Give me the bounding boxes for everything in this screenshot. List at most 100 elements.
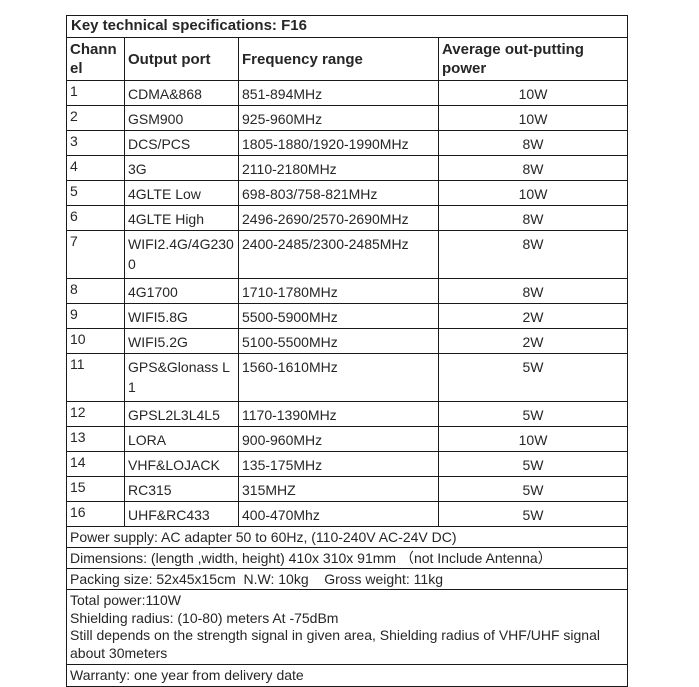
packing-size-row: Packing size: 52x45x15cm N.W: 10kg Gross…	[65, 568, 629, 590]
column-header-average-power: Average out-putting power	[437, 37, 629, 81]
column-header-frequency-range: Frequency range	[238, 37, 439, 81]
table-row: 3 DCS/PCS 1805-1880/1920-1990MHz 8W	[66, 130, 629, 156]
power-cell: 8W	[437, 205, 629, 231]
channel-cell: 16	[66, 501, 125, 527]
channel-cell: 13	[66, 426, 125, 452]
output-port-cell: UHF&RC433	[124, 501, 239, 527]
table-row: 14 VHF&LOJACK 135-175MHz 5W	[66, 451, 629, 477]
output-port-cell: GPSL2L3L4L5	[124, 401, 239, 427]
output-port-cell: LORA	[124, 426, 239, 452]
table-row: 6 4GLTE High 2496-2690/2570-2690MHz 8W	[66, 205, 629, 231]
channel-cell: 11	[66, 353, 125, 402]
frequency-cell: 1170-1390MHz	[238, 401, 439, 427]
column-header-output-port: Output port	[124, 37, 239, 81]
power-cell: 10W	[437, 80, 629, 106]
power-supply-text: Power supply: AC adapter 50 to 60Hz, (11…	[65, 526, 629, 548]
output-port-cell: CDMA&868	[124, 80, 239, 106]
warranty-row: Warranty: one year from delivery date	[65, 664, 629, 687]
table-row: 16 UHF&RC433 400-470Mhz 5W	[66, 501, 629, 527]
output-port-cell: GSM900	[124, 105, 239, 131]
packing-size-text: Packing size: 52x45x15cm N.W: 10kg Gross…	[65, 568, 629, 590]
power-cell: 5W	[437, 501, 629, 527]
power-supply-row: Power supply: AC adapter 50 to 60Hz, (11…	[65, 526, 629, 548]
channel-cell: 2	[66, 105, 125, 131]
dimensions-row: Dimensions: (length ,width, height) 410x…	[65, 547, 629, 569]
power-cell: 2W	[437, 303, 629, 329]
frequency-cell: 851-894MHz	[238, 80, 439, 106]
output-port-cell: VHF&LOJACK	[124, 451, 239, 477]
frequency-cell: 5100-5500MHz	[238, 328, 439, 354]
output-port-cell: WIFI2.4G/4G2300	[124, 230, 239, 279]
table-row: 11 GPS&Glonass L1 1560-1610MHz 5W	[66, 353, 629, 402]
frequency-cell: 2496-2690/2570-2690MHz	[238, 205, 439, 231]
table-row: 12 GPSL2L3L4L5 1170-1390MHz 5W	[66, 401, 629, 427]
frequency-cell: 2110-2180MHz	[238, 155, 439, 181]
table-row: 15 RC315 315MHZ 5W	[66, 476, 629, 502]
channel-cell: 7	[66, 230, 125, 279]
frequency-cell: 2400-2485/2300-2485MHz	[238, 230, 439, 279]
frequency-cell: 1710-1780MHz	[238, 278, 439, 304]
output-port-cell: DCS/PCS	[124, 130, 239, 156]
page-title: Key technical specifications: F16	[65, 15, 629, 38]
column-header-row: Channel Output port Frequency range Aver…	[66, 37, 629, 81]
channel-cell: 1	[66, 80, 125, 106]
table-row: 4 3G 2110-2180MHz 8W	[66, 155, 629, 181]
frequency-cell: 900-960MHz	[238, 426, 439, 452]
table-row: 9 WIFI5.8G 5500-5900MHz 2W	[66, 303, 629, 329]
channel-cell: 5	[66, 180, 125, 206]
output-port-cell: 4GLTE Low	[124, 180, 239, 206]
frequency-cell: 925-960MHz	[238, 105, 439, 131]
power-cell: 10W	[437, 105, 629, 131]
channel-cell: 12	[66, 401, 125, 427]
power-cell: 2W	[437, 328, 629, 354]
power-cell: 8W	[437, 230, 629, 279]
power-cell: 5W	[437, 476, 629, 502]
channel-cell: 14	[66, 451, 125, 477]
details-text: Total power:110W Shielding radius: (10-80…	[65, 589, 629, 665]
table-row: 13 LORA 900-960MHz 10W	[66, 426, 629, 452]
frequency-cell: 5500-5900MHz	[238, 303, 439, 329]
table-row: 5 4GLTE Low 698-803/758-821MHz 10W	[66, 180, 629, 206]
warranty-text: Warranty: one year from delivery date	[65, 664, 629, 687]
frequency-cell: 1560-1610MHz	[238, 353, 439, 402]
power-cell: 5W	[437, 401, 629, 427]
power-cell: 8W	[437, 155, 629, 181]
output-port-cell: 3G	[124, 155, 239, 181]
details-row: Total power:110W Shielding radius: (10-80…	[65, 589, 629, 665]
channel-cell: 6	[66, 205, 125, 231]
table-row: 8 4G1700 1710-1780MHz 8W	[66, 278, 629, 304]
channel-cell: 4	[66, 155, 125, 181]
details-line: Total power:110W	[70, 592, 182, 608]
output-port-cell: GPS&Glonass L1	[124, 353, 239, 402]
output-port-cell: RC315	[124, 476, 239, 502]
channel-cell: 15	[66, 476, 125, 502]
column-header-channel: Channel	[66, 37, 125, 81]
output-port-cell: 4GLTE High	[124, 205, 239, 231]
spec-table: Key technical specifications: F16 Channe…	[65, 15, 629, 687]
table-row: 2 GSM900 925-960MHz 10W	[66, 105, 629, 131]
channel-cell: 9	[66, 303, 125, 329]
output-port-cell: 4G1700	[124, 278, 239, 304]
details-line: Still depends on the strength signal in …	[70, 627, 600, 661]
table-row: 1 CDMA&868 851-894MHz 10W	[66, 80, 629, 106]
power-cell: 5W	[437, 451, 629, 477]
frequency-cell: 315MHZ	[238, 476, 439, 502]
output-port-cell: WIFI5.8G	[124, 303, 239, 329]
frequency-cell: 135-175MHz	[238, 451, 439, 477]
power-cell: 10W	[437, 180, 629, 206]
dimensions-text: Dimensions: (length ,width, height) 410x…	[65, 547, 629, 569]
power-cell: 10W	[437, 426, 629, 452]
power-cell: 5W	[437, 353, 629, 402]
details-line: Shielding radius: (10-80) meters At -75d…	[70, 609, 339, 626]
power-cell: 8W	[437, 130, 629, 156]
channel-cell: 8	[66, 278, 125, 304]
frequency-cell: 400-470Mhz	[238, 501, 439, 527]
title-row: Key technical specifications: F16	[65, 15, 629, 38]
table-row: 7 WIFI2.4G/4G2300 2400-2485/2300-2485MHz 8W	[66, 230, 629, 279]
frequency-cell: 698-803/758-821MHz	[238, 180, 439, 206]
channel-cell: 10	[66, 328, 125, 354]
power-cell: 8W	[437, 278, 629, 304]
frequency-cell: 1805-1880/1920-1990MHz	[238, 130, 439, 156]
output-port-cell: WIFI5.2G	[124, 328, 239, 354]
channel-cell: 3	[66, 130, 125, 156]
